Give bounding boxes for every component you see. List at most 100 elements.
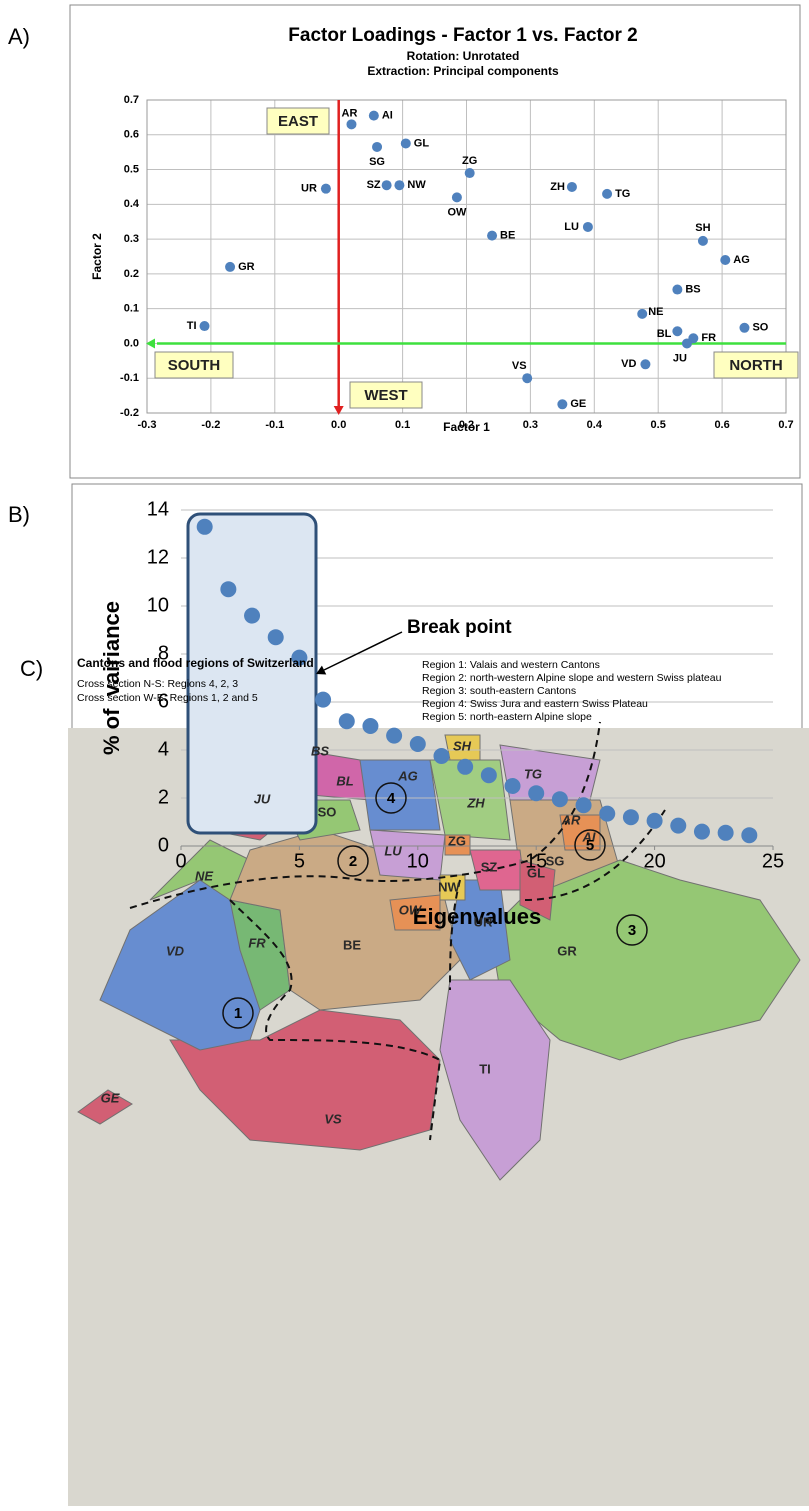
point <box>372 142 382 152</box>
canton-label: GE <box>101 1090 120 1105</box>
point <box>481 767 497 783</box>
panel-label: A) <box>8 24 30 49</box>
map-text: Cross section N-S: Regions 4, 2, 3 <box>77 678 238 690</box>
point <box>698 236 708 246</box>
x-tick-label: -0.1 <box>265 419 284 431</box>
x-tick-label: 0.3 <box>523 419 538 431</box>
panel-label: B) <box>8 502 30 527</box>
map-text: Region 4: Swiss Jura and eastern Swiss P… <box>422 698 648 710</box>
point <box>369 111 379 121</box>
point <box>576 797 592 813</box>
point <box>268 629 284 645</box>
x-tick-label: 0.6 <box>714 419 729 431</box>
y-tick-label: 0.1 <box>124 303 139 315</box>
point <box>623 809 639 825</box>
point <box>640 359 650 369</box>
canton-label: VD <box>166 943 185 958</box>
point <box>599 806 615 822</box>
canton-label: TI <box>479 1061 491 1076</box>
map-text: Cross section W-E: Regions 1, 2 and 5 <box>77 692 258 704</box>
point <box>410 736 426 752</box>
point-label: SO <box>752 322 768 334</box>
point <box>394 180 404 190</box>
point-label: AG <box>733 254 750 266</box>
annotation: NORTH <box>729 357 782 374</box>
point <box>465 168 475 178</box>
y-tick-label: -0.1 <box>120 372 139 384</box>
canton-label: NW <box>438 879 460 894</box>
canton-label: SZ <box>481 859 498 874</box>
y-tick-label: 0.4 <box>124 198 140 210</box>
map-text: Region 5: north-eastern Alpine slope <box>422 711 592 723</box>
canton-label: BE <box>343 937 361 952</box>
point-label: GE <box>570 398 586 410</box>
point-label: BE <box>500 230 515 242</box>
canton-label: BS <box>311 743 329 758</box>
point-label: TI <box>187 320 197 332</box>
chart-title: Factor Loadings - Factor 1 vs. Factor 2 <box>288 25 637 46</box>
x-tick-label: 10 <box>407 850 429 872</box>
canton-label: NE <box>195 868 213 883</box>
point <box>315 692 331 708</box>
point <box>528 785 544 801</box>
canton-label: VS <box>324 1111 342 1126</box>
y-tick-label: 0.5 <box>124 163 139 175</box>
point-label: ZH <box>550 181 565 193</box>
x-tick-label: -0.2 <box>201 419 220 431</box>
x-tick-label: 20 <box>643 850 665 872</box>
x-tick-label: 25 <box>762 850 784 872</box>
x-tick-label: 0 <box>175 850 186 872</box>
point <box>552 791 568 807</box>
y-tick-label: 14 <box>147 498 169 520</box>
canton-label: GR <box>557 943 577 958</box>
y-tick-label: 0.3 <box>124 233 139 245</box>
x-tick-label: -0.3 <box>138 419 157 431</box>
canton-label: ZH <box>466 795 485 810</box>
point-label: GR <box>238 261 255 273</box>
point <box>200 321 210 331</box>
y-tick-label: 0.7 <box>124 94 139 106</box>
point <box>382 180 392 190</box>
point <box>433 748 449 764</box>
canton-label: OW <box>399 902 423 917</box>
point-label: TG <box>615 188 630 200</box>
point <box>457 759 473 775</box>
point <box>505 778 521 794</box>
canton-label: TG <box>524 766 542 781</box>
region-number: 2 <box>349 853 357 870</box>
region-number: 1 <box>234 1005 242 1022</box>
point <box>557 399 567 409</box>
canton-label: UR <box>474 914 493 929</box>
chart-subtitle: Extraction: Principal components <box>367 64 559 78</box>
y-tick-label: 12 <box>147 546 169 568</box>
annotation: SOUTH <box>168 357 221 374</box>
point-label: AR <box>342 107 358 119</box>
canton-label: JU <box>254 791 271 806</box>
point <box>321 184 331 194</box>
canton-label: SG <box>546 853 565 868</box>
point <box>670 818 686 834</box>
point-label: UR <box>301 183 317 195</box>
point-label: VS <box>512 360 527 372</box>
point <box>197 519 213 535</box>
point <box>567 182 577 192</box>
canton-label: FR <box>248 935 266 950</box>
point-label: NE <box>648 306 663 318</box>
figure: A) B) C) <box>0 0 809 1506</box>
y-tick-label: 0.2 <box>124 268 139 280</box>
canton-label: SH <box>453 738 472 753</box>
canton-label: BL <box>336 773 353 788</box>
point-label: OW <box>447 206 467 218</box>
canton-label: SO <box>318 804 337 819</box>
point <box>718 825 734 841</box>
point-label: LU <box>564 221 579 233</box>
point <box>339 713 355 729</box>
map-text: Region 1: Valais and western Cantons <box>422 659 600 671</box>
point-label: SH <box>695 222 710 234</box>
annotation: Break point <box>407 617 512 638</box>
point <box>682 338 692 348</box>
point <box>362 718 378 734</box>
point <box>225 262 235 272</box>
map <box>68 722 809 1506</box>
point-label: VD <box>621 358 636 370</box>
